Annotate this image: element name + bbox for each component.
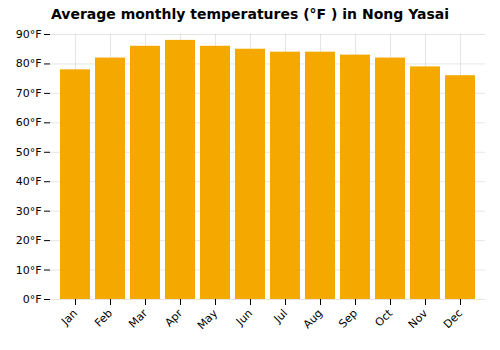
svg-text:Jul: Jul	[271, 307, 290, 326]
html-text:Average monthly temperatures (: Average monthly temperatures (°F ) in No…	[51, 6, 449, 22]
svg-text:30°F: 30°F	[16, 205, 42, 218]
svg-text:50°F: 50°F	[16, 146, 42, 159]
svg-text:0°F: 0°F	[23, 293, 42, 306]
svg-text:Jun: Jun	[233, 307, 255, 329]
svg-text:Apr: Apr	[162, 306, 185, 329]
svg-text:May: May	[195, 306, 221, 332]
svg-text:Jan: Jan	[58, 307, 80, 329]
svg-text:Nov: Nov	[406, 306, 431, 331]
svg-text:Aug: Aug	[301, 307, 325, 331]
svg-text:10°F: 10°F	[16, 264, 42, 277]
svg-text:70°F: 70°F	[16, 87, 42, 100]
svg-text:60°F: 60°F	[16, 116, 42, 129]
svg-text:Mar: Mar	[126, 306, 150, 330]
svg-text:20°F: 20°F	[16, 234, 42, 247]
svg-text:40°F: 40°F	[16, 175, 42, 188]
svg-text:Feb: Feb	[92, 307, 115, 330]
svg-text:Oct: Oct	[372, 306, 395, 329]
svg-text:Dec: Dec	[441, 307, 465, 331]
svg-text:Sep: Sep	[336, 307, 360, 331]
svg-text:90°F: 90°F	[16, 28, 42, 41]
svg-text:80°F: 80°F	[16, 57, 42, 70]
